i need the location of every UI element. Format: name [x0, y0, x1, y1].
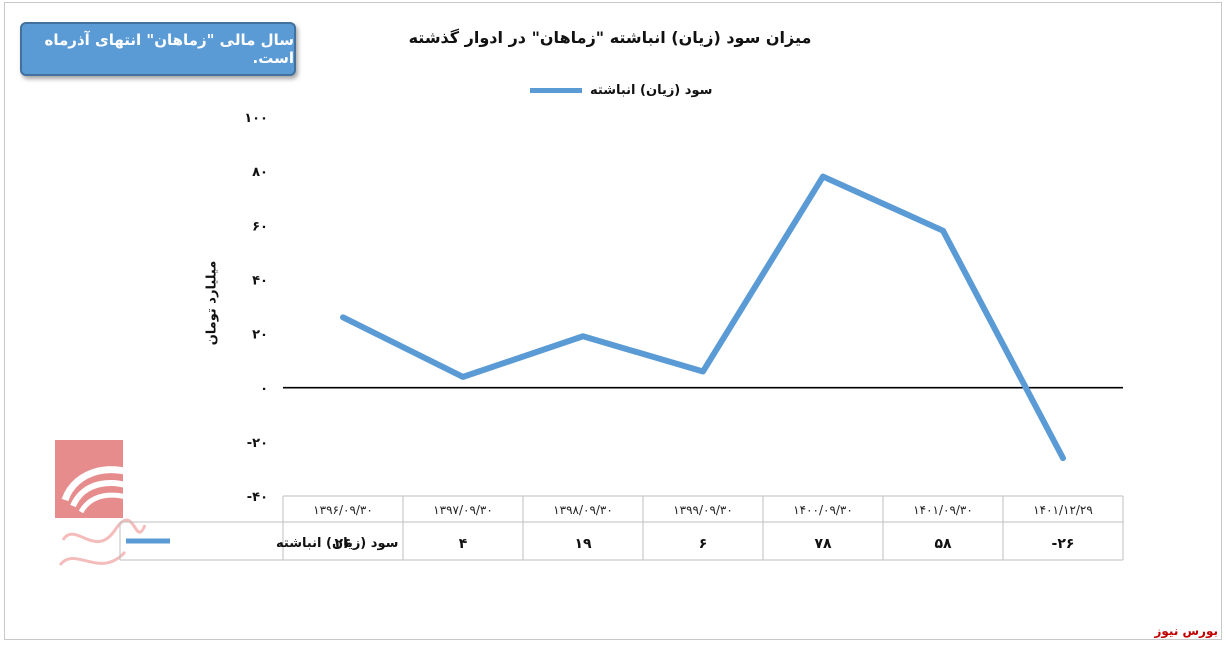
bourse-news-logo [55, 440, 150, 590]
x-category-label: ۱۳۹۹/۰۹/۳۰ [673, 503, 733, 517]
table-value: ۷۸ [814, 536, 832, 552]
series-line [340, 173, 1066, 462]
legend: سود (زیان) انباشته [530, 80, 712, 100]
legend-label: سود (زیان) انباشته [590, 82, 713, 98]
y-tick-label: -۲۰ [247, 436, 268, 451]
y-tick-label: ۱۰۰ [244, 111, 268, 126]
table-value: -۲۶ [1052, 536, 1075, 552]
x-category-label: ۱۴۰۰/۰۹/۳۰ [793, 503, 853, 517]
legend-swatch [530, 87, 582, 93]
table-value: ۶ [699, 536, 708, 552]
x-category-label: ۱۳۹۶/۰۹/۳۰ [313, 503, 373, 517]
source-label: بورس نیوز [1154, 624, 1218, 638]
table-value: ۵۸ [934, 536, 952, 552]
x-category-label: ۱۳۹۷/۰۹/۳۰ [433, 503, 493, 517]
x-category-label: ۱۳۹۸/۰۹/۳۰ [553, 503, 613, 517]
chart-title: میزان سود (زیان) انباشته "زماهان" در ادو… [408, 28, 812, 47]
x-category-label: ۱۴۰۱/۰۹/۳۰ [913, 503, 973, 517]
table-value: ۱۹ [574, 536, 592, 552]
y-tick-label: ۲۰ [252, 328, 268, 343]
table-series-label: سود (زیان) انباشته [276, 536, 398, 551]
x-category-label: ۱۴۰۱/۱۲/۲۹ [1033, 503, 1093, 517]
chart-frame [4, 2, 1222, 640]
y-tick-label: ۸۰ [252, 165, 268, 180]
y-tick-label: -۴۰ [247, 490, 268, 505]
table-value: ۲۶ [334, 536, 351, 552]
fiscal-year-note: سال مالی "زماهان" انتهای آذرماه است. [20, 22, 296, 76]
y-tick-label: ۴۰ [252, 273, 268, 288]
table-value: ۴ [459, 536, 468, 552]
y-tick-label: ۶۰ [252, 219, 268, 234]
y-tick-label: ۰ [260, 382, 268, 397]
